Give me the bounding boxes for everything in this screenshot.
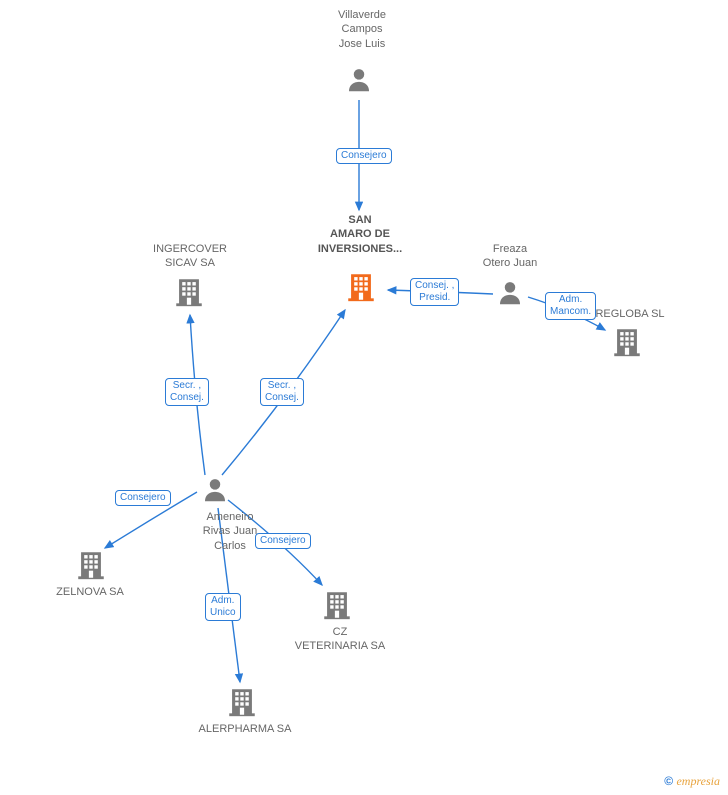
- node-alerpharma-building-icon[interactable]: [225, 685, 259, 724]
- copyright-symbol: ©: [664, 774, 673, 788]
- node-regloba-building-icon[interactable]: [610, 325, 644, 364]
- node-cz_vet-building-icon[interactable]: [320, 588, 354, 627]
- watermark: © empresia: [664, 774, 720, 789]
- node-regloba-label[interactable]: REGLOBA SL: [590, 307, 670, 321]
- node-san_amaro-building-icon[interactable]: [344, 270, 378, 309]
- edges-layer: [0, 0, 728, 795]
- e-ameneiro-ingercover-label: Secr. , Consej.: [165, 378, 209, 406]
- node-zelnova-label[interactable]: ZELNOVA SA: [50, 585, 130, 599]
- e-villaverde-sanamaro-label: Consejero: [336, 148, 392, 164]
- e-ameneiro-sanamaro-label: Secr. , Consej.: [260, 378, 304, 406]
- node-villaverde-person-icon[interactable]: [344, 65, 374, 100]
- node-freaza-label[interactable]: Freaza Otero Juan: [470, 242, 550, 271]
- e-ameneiro-czvet-label: Consejero: [255, 533, 311, 549]
- brand-name: empresia: [676, 774, 720, 788]
- node-san_amaro-label[interactable]: SAN AMARO DE INVERSIONES...: [310, 213, 410, 256]
- node-villaverde-label[interactable]: Villaverde Campos Jose Luis: [322, 8, 402, 51]
- e-ameneiro-alerpharma-label: Adm. Unico: [205, 593, 241, 621]
- node-alerpharma-label[interactable]: ALERPHARMA SA: [190, 722, 300, 736]
- e-ameneiro-zelnova-label: Consejero: [115, 490, 171, 506]
- e-freaza-regloba-label: Adm. Mancom.: [545, 292, 596, 320]
- node-ingercover-label[interactable]: INGERCOVER SICAV SA: [140, 242, 240, 271]
- node-ameneiro-person-icon[interactable]: [200, 475, 230, 510]
- node-zelnova-building-icon[interactable]: [74, 548, 108, 587]
- node-freaza-person-icon[interactable]: [495, 278, 525, 313]
- e-freaza-sanamaro-label: Consej. , Presid.: [410, 278, 459, 306]
- node-ingercover-building-icon[interactable]: [172, 275, 206, 314]
- node-cz_vet-label[interactable]: CZ VETERINARIA SA: [290, 625, 390, 654]
